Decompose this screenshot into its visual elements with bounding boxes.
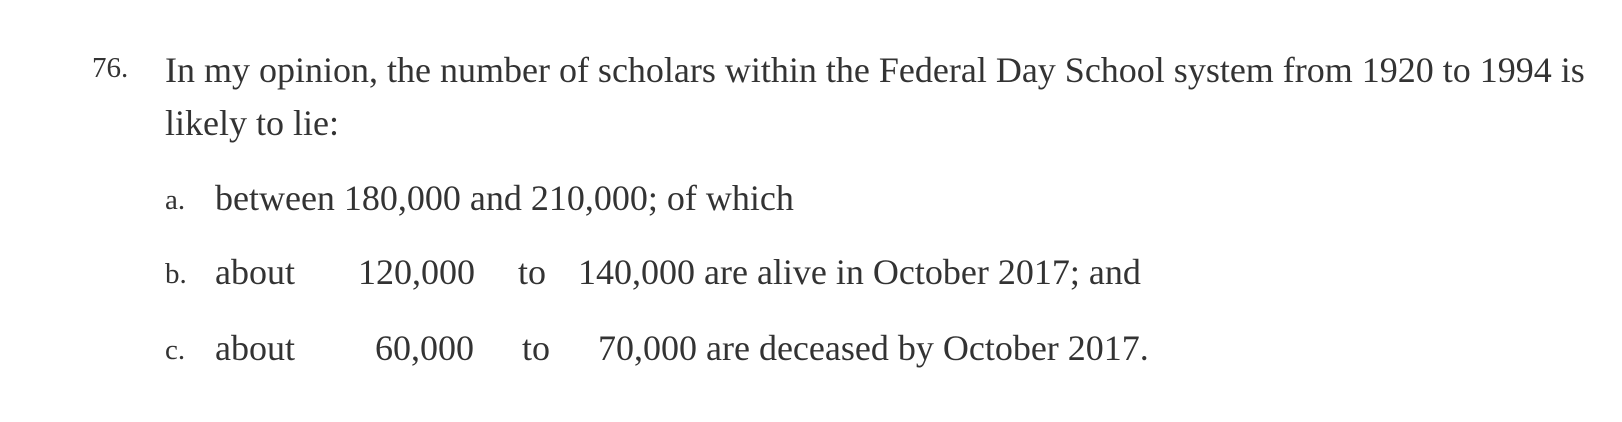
range-start: 60,000 bbox=[375, 328, 474, 368]
paragraph-text: In my opinion, the number of scholars wi… bbox=[165, 50, 1585, 143]
to-word: to bbox=[522, 328, 551, 368]
to-word: to bbox=[518, 252, 547, 292]
list-item-letter: a. bbox=[165, 184, 186, 216]
about-word: about bbox=[215, 328, 295, 368]
range-start: 120,000 bbox=[358, 252, 475, 292]
list-item-letter: c. bbox=[165, 334, 186, 366]
paragraph-number: 76. bbox=[92, 52, 129, 84]
list-item-text: between 180,000 and 210,000; of which bbox=[215, 178, 794, 218]
list-item-letter: b. bbox=[165, 258, 187, 290]
range-end-text: 140,000 are alive in October 2017; and bbox=[578, 252, 1141, 292]
range-end-text: 70,000 are deceased by October 2017. bbox=[598, 328, 1149, 368]
about-word: about bbox=[215, 252, 295, 292]
